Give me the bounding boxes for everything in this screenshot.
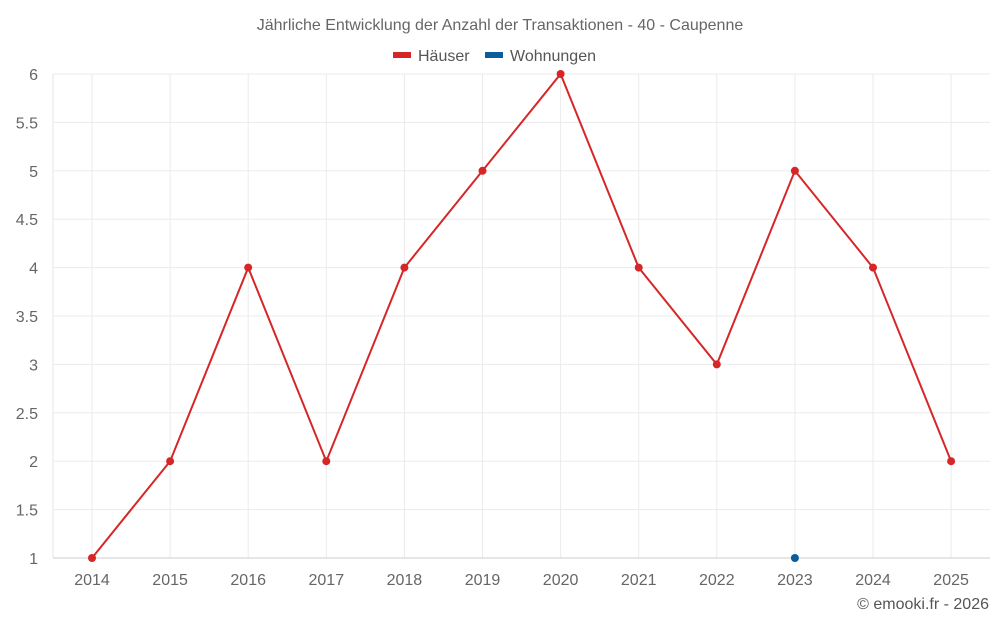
data-point-haeuser-2018[interactable]	[400, 263, 409, 272]
series	[88, 70, 956, 562]
y-tick-label: 5.5	[16, 115, 38, 132]
data-point-haeuser-2014[interactable]	[88, 554, 96, 562]
data-point-haeuser-2021[interactable]	[634, 263, 643, 272]
series-line-haeuser	[91, 72, 953, 559]
x-tick-label: 2022	[699, 572, 735, 589]
data-point-haeuser-2022[interactable]	[712, 360, 721, 369]
data-point-haeuser-2024[interactable]	[869, 263, 877, 272]
y-tick-label: 4	[29, 261, 38, 278]
data-point-haeuser-2016[interactable]	[244, 263, 253, 272]
x-tick-label: 2023	[777, 572, 813, 589]
x-tick-label: 2014	[74, 572, 110, 589]
x-tick-label: 2024	[855, 572, 891, 589]
data-point-haeuser-2015[interactable]	[166, 457, 175, 466]
y-tick-label: 6	[29, 67, 38, 84]
legend-label-wohnungen[interactable]: Wohnungen	[510, 48, 596, 65]
x-tick-label: 2017	[309, 572, 345, 589]
y-tick-label: 2	[29, 454, 38, 471]
x-tick-label: 2021	[621, 572, 657, 589]
chart-title: Jährliche Entwicklung der Anzahl der Tra…	[257, 17, 744, 34]
y-tick-label: 1	[29, 551, 38, 568]
data-point-wohnungen-2023[interactable]	[790, 554, 799, 562]
data-point-haeuser-2023[interactable]	[790, 166, 799, 175]
x-tick-label: 2018	[387, 572, 423, 589]
credit-text: © emooki.fr - 2026	[857, 596, 989, 613]
y-tick-label: 3	[29, 357, 38, 374]
x-tick-label: 2015	[152, 572, 188, 589]
data-point-haeuser-2019[interactable]	[478, 166, 487, 175]
y-tick-label: 3.5	[16, 309, 38, 326]
y-tick-label: 1.5	[16, 503, 38, 520]
axes: 1 1.5 2 2.5 3 3.5 4 4.5 5 5.5 6 2014 2015 2016 2017 201…	[16, 67, 990, 589]
y-tick-label: 2.5	[16, 406, 38, 423]
legend-swatch-wohnungen[interactable]	[485, 52, 503, 58]
y-tick-label: 5	[29, 164, 38, 181]
y-tick-label: 4.5	[16, 212, 38, 229]
legend-label-haeuser[interactable]: Häuser	[418, 48, 470, 65]
legend-swatch-haeuser[interactable]	[393, 52, 411, 58]
x-tick-label: 2016	[230, 572, 266, 589]
data-point-haeuser-2020[interactable]	[556, 70, 565, 78]
x-tick-label: 2019	[465, 572, 501, 589]
x-tick-label: 2020	[543, 572, 579, 589]
x-tick-label: 2025	[933, 572, 969, 589]
grid	[53, 73, 990, 559]
data-point-haeuser-2025[interactable]	[947, 457, 956, 466]
legend: Häuser Wohnungen	[393, 48, 596, 65]
data-point-haeuser-2017[interactable]	[322, 457, 331, 466]
